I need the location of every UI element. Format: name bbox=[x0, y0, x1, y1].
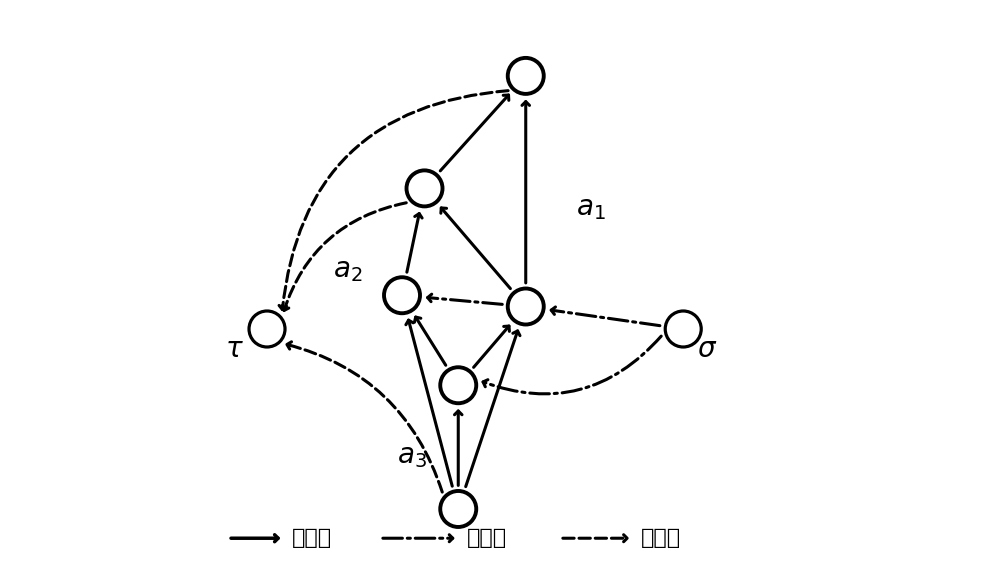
Circle shape bbox=[508, 289, 544, 324]
Text: $\sigma$: $\sigma$ bbox=[698, 335, 717, 363]
FancyArrowPatch shape bbox=[551, 307, 660, 325]
FancyArrowPatch shape bbox=[281, 203, 406, 311]
FancyArrowPatch shape bbox=[279, 91, 508, 310]
FancyArrowPatch shape bbox=[473, 326, 510, 367]
Circle shape bbox=[440, 367, 476, 403]
FancyArrowPatch shape bbox=[405, 320, 453, 486]
FancyArrowPatch shape bbox=[287, 342, 442, 492]
FancyArrowPatch shape bbox=[406, 214, 422, 272]
FancyArrowPatch shape bbox=[383, 534, 453, 542]
FancyArrowPatch shape bbox=[440, 95, 509, 171]
FancyArrowPatch shape bbox=[522, 102, 529, 283]
Circle shape bbox=[440, 491, 476, 527]
Circle shape bbox=[406, 170, 443, 206]
Circle shape bbox=[665, 311, 702, 347]
FancyArrowPatch shape bbox=[563, 534, 627, 542]
FancyArrowPatch shape bbox=[428, 294, 502, 304]
Circle shape bbox=[508, 58, 544, 94]
FancyArrowPatch shape bbox=[465, 331, 520, 487]
FancyArrowPatch shape bbox=[483, 336, 661, 394]
FancyArrowPatch shape bbox=[441, 208, 511, 289]
FancyArrowPatch shape bbox=[455, 411, 462, 486]
FancyArrowPatch shape bbox=[414, 317, 446, 365]
Circle shape bbox=[384, 277, 420, 313]
Text: 生产边: 生产边 bbox=[466, 528, 507, 548]
Text: $a_3$: $a_3$ bbox=[398, 441, 427, 470]
Text: $a_1$: $a_1$ bbox=[577, 194, 606, 222]
Text: 内部边: 内部边 bbox=[292, 528, 333, 548]
Text: $\tau$: $\tau$ bbox=[224, 335, 243, 363]
Text: $a_2$: $a_2$ bbox=[334, 256, 363, 284]
Circle shape bbox=[249, 311, 285, 347]
FancyArrowPatch shape bbox=[231, 534, 278, 542]
Text: 消耗边: 消耗边 bbox=[641, 528, 681, 548]
